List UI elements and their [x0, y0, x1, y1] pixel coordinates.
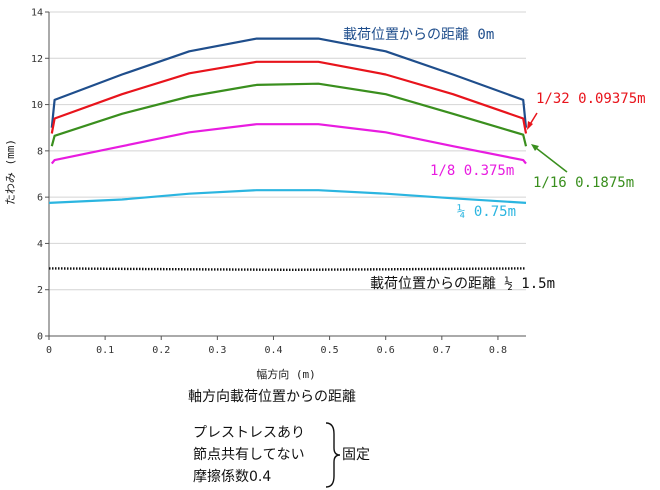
series-line-5 [48, 267, 527, 271]
y-tick-label: 12 [31, 54, 43, 65]
y-axis-title: たわみ (mm) [4, 139, 17, 205]
bracket-label: 固定 [342, 447, 370, 463]
series-label-0m: 載荷位置からの距離 0m [343, 26, 494, 43]
series-label-1-32: 1/32 0.09375m [536, 91, 646, 107]
series-label-1-8: 1/8 0.375m [430, 163, 514, 179]
y-tick-label: 14 [31, 8, 43, 19]
y-tick-label: 4 [37, 239, 43, 250]
x-tick-label: 0.1 [96, 345, 114, 356]
series-label-1-16: 1/16 0.1875m [533, 175, 634, 191]
bracket [325, 422, 341, 488]
x-tick-label: 0.4 [264, 345, 282, 356]
grid-lines [49, 11, 526, 337]
x-tick-label: 0.5 [321, 345, 339, 356]
note-nodes: 節点共有してない [193, 447, 305, 463]
note-friction: 摩擦係数0.4 [193, 469, 272, 485]
y-tick-labels: 0 2 4 6 8 10 12 14 [31, 8, 43, 343]
condition-notes: プレストレスあり 節点共有してない 摩擦係数0.4 [193, 422, 305, 488]
series-line-3 [50, 123, 527, 165]
y-tick-label: 2 [37, 285, 43, 296]
series-label-half: 載荷位置からの距離 ½ 1.5m [370, 275, 555, 292]
x-tick-label: 0.3 [208, 345, 226, 356]
annotation-arrows [527, 112, 568, 173]
axes [45, 11, 526, 340]
series-line-2 [50, 82, 528, 147]
chart-caption: 軸方向載荷位置からの距離 [188, 389, 356, 405]
series-line-1 [50, 60, 528, 134]
x-tick-labels: 0 0.1 0.2 0.3 0.4 0.5 0.6 0.7 0.8 [46, 345, 507, 356]
x-tick-label: 0.8 [489, 345, 507, 356]
y-tick-label: 6 [37, 193, 43, 204]
y-tick-label: 8 [37, 146, 43, 157]
deflection-chart: 0 2 4 6 8 10 12 14 0 0.1 0.2 0.3 0.4 0.5 0.6 0.7 0.8 たわ… [4, 8, 646, 382]
x-tick-label: 0.6 [377, 345, 395, 356]
x-tick-label: 0.2 [152, 345, 170, 356]
x-axis-title: 幅方向 (m) [256, 367, 316, 381]
y-tick-label: 0 [37, 332, 43, 343]
series-lines [48, 37, 528, 271]
x-tick-label: 0 [46, 345, 52, 356]
series-line-0 [50, 37, 528, 128]
note-prestress: プレストレスあり [193, 425, 305, 441]
series-label-quarter: ¼ 0.75m [457, 204, 516, 220]
y-tick-label: 10 [31, 100, 43, 111]
series-line-4 [48, 189, 527, 204]
x-tick-label: 0.7 [433, 345, 451, 356]
